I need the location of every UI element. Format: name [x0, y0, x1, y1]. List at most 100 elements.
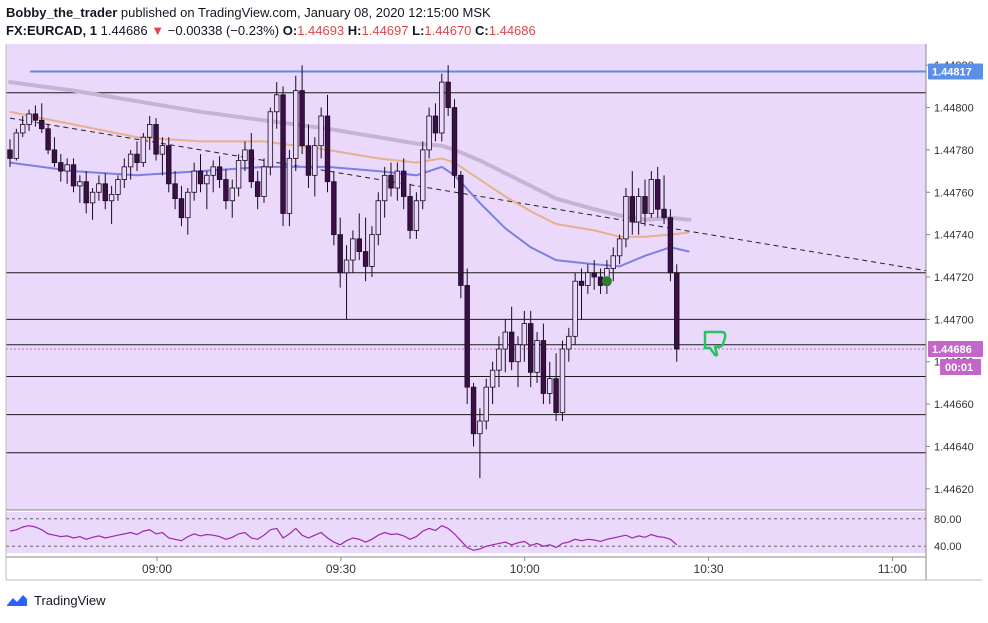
- candle: [470, 382, 477, 447]
- candle-body: [439, 81, 445, 134]
- candle: [318, 107, 324, 159]
- candle: [115, 175, 121, 201]
- candle-body: [547, 378, 553, 394]
- candle: [528, 310, 534, 388]
- candle: [559, 340, 566, 422]
- candle: [83, 171, 89, 214]
- candle-body: [127, 153, 134, 168]
- candle: [496, 336, 502, 388]
- candle: [426, 107, 432, 159]
- candle: [585, 264, 591, 294]
- candle-body: [7, 149, 13, 159]
- candle-body: [83, 181, 89, 204]
- candle: [19, 116, 26, 138]
- candle-body: [616, 238, 623, 257]
- candle: [64, 158, 70, 184]
- candle: [293, 75, 299, 172]
- candle: [267, 107, 274, 176]
- candle-body: [96, 183, 102, 193]
- candle: [134, 141, 140, 172]
- candle: [489, 361, 496, 405]
- candle-body: [153, 124, 159, 155]
- candle-body: [223, 179, 229, 202]
- countdown-badge-bg: [940, 359, 981, 376]
- candle: [70, 158, 77, 193]
- candle: [312, 137, 318, 197]
- candle: [635, 188, 642, 235]
- candle-body: [515, 344, 521, 363]
- candle-body: [26, 113, 32, 125]
- candle: [483, 378, 489, 430]
- x-tick-label: 10:30: [694, 562, 724, 576]
- candle: [521, 310, 528, 362]
- rsi-line: [9, 525, 678, 551]
- candle-body: [477, 420, 483, 435]
- candle-body: [566, 335, 572, 350]
- candle-body: [299, 90, 305, 147]
- candle-body: [191, 170, 197, 193]
- candle-body: [305, 145, 312, 176]
- x-tick-label: 11:00: [878, 562, 907, 576]
- candle-body: [248, 149, 254, 183]
- signal-dot: [601, 276, 612, 287]
- candle: [616, 234, 623, 265]
- publish-info: Bobby_the_trader published on TradingVie…: [6, 4, 981, 22]
- candle: [7, 139, 13, 167]
- candle: [39, 103, 45, 133]
- candle-body: [254, 181, 261, 197]
- price-change: −0.00338 (−0.23%): [167, 23, 280, 38]
- candle-body: [610, 255, 616, 269]
- candle: [191, 162, 197, 201]
- candle: [166, 137, 172, 193]
- candle-body: [464, 285, 470, 388]
- candle: [439, 73, 445, 142]
- current-price-badge-bg: [928, 341, 983, 358]
- y-tick-label: 1.44640: [934, 441, 974, 453]
- candle-body: [356, 238, 362, 252]
- annotations: [601, 276, 727, 357]
- low-value: 1.44670: [424, 23, 472, 38]
- low-label: L:: [412, 23, 425, 38]
- resistance-price-badge-bg: [928, 63, 983, 80]
- candle: [547, 361, 553, 405]
- candle: [394, 162, 401, 201]
- candle: [26, 109, 32, 131]
- candle-body: [655, 179, 661, 210]
- candle-body: [451, 107, 458, 176]
- candle-body: [229, 187, 235, 202]
- candle: [280, 86, 286, 227]
- candle: [369, 226, 375, 277]
- candle: [337, 217, 343, 288]
- candle: [540, 323, 547, 405]
- candle: [375, 192, 381, 246]
- candle-body: [45, 128, 51, 151]
- candle: [674, 264, 680, 362]
- candle: [254, 171, 261, 210]
- candle: [51, 137, 58, 167]
- candle: [388, 162, 394, 197]
- footer-brand[interactable]: TradingView: [34, 592, 106, 608]
- candle-body: [483, 386, 489, 422]
- candle: [146, 116, 153, 150]
- candle: [299, 65, 305, 155]
- author-name[interactable]: Bobby_the_trader: [6, 5, 118, 20]
- candle: [45, 124, 51, 155]
- candle: [508, 306, 515, 371]
- chart-header: Bobby_the_trader published on TradingVie…: [6, 4, 981, 42]
- candle: [566, 327, 572, 362]
- candle: [381, 166, 388, 218]
- candle: [273, 82, 280, 129]
- candle-body: [210, 166, 216, 176]
- candle: [400, 158, 407, 210]
- candle-body: [578, 280, 585, 286]
- candles: [7, 65, 680, 479]
- candle-body: [102, 183, 108, 202]
- candle-body: [432, 115, 439, 134]
- rsi-indicator: [6, 518, 926, 551]
- y-tick-label: 1.44660: [934, 399, 974, 411]
- candle-body: [407, 196, 413, 231]
- candle-body: [77, 181, 83, 187]
- candle: [420, 141, 426, 210]
